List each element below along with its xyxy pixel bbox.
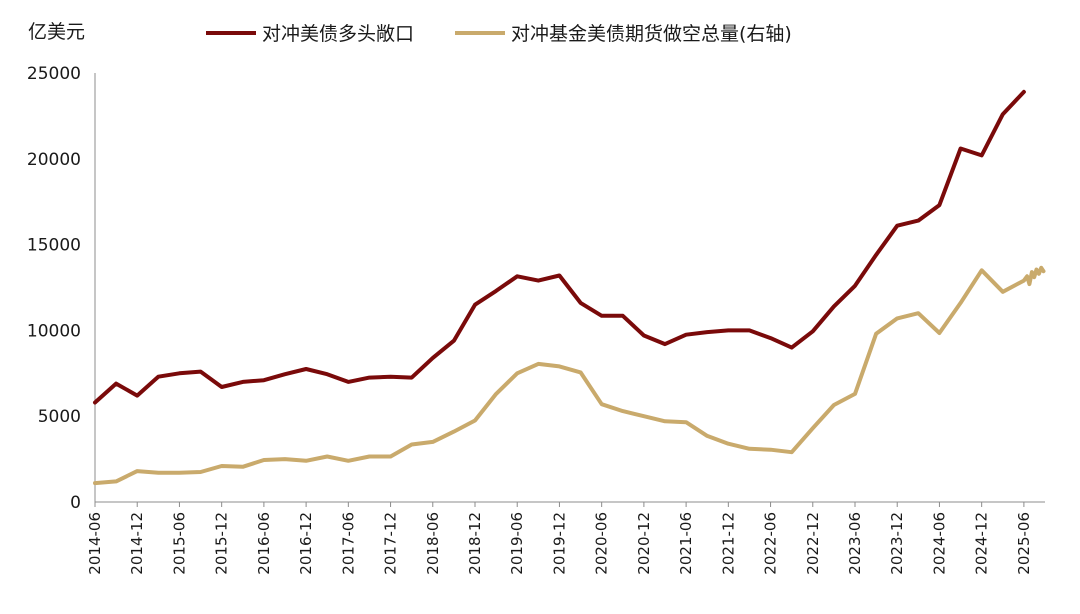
legend: 对冲美债多头敞口 对冲基金美债期货做空总量(右轴) <box>206 23 792 45</box>
series-line-2 <box>93 265 1046 486</box>
legend-label-2: 对冲基金美债期货做空总量(右轴) <box>511 23 792 45</box>
x-tick-label: 2019-12 <box>550 512 568 575</box>
x-tick-label: 2021-06 <box>677 512 695 575</box>
x-tick-label: 2024-06 <box>930 512 948 575</box>
x-tick-label: 2016-06 <box>255 512 273 575</box>
x-tick-label: 2019-06 <box>508 512 526 575</box>
x-tick-label: 2018-06 <box>424 512 442 575</box>
y-axis-unit-label: 亿美元 <box>28 21 85 43</box>
x-tick-label: 2022-12 <box>804 512 822 575</box>
x-tick-label: 2015-06 <box>170 512 188 575</box>
x-tick-label: 2022-06 <box>762 512 780 575</box>
series-lines <box>93 89 1046 486</box>
x-tick-label: 2023-06 <box>846 512 864 575</box>
x-tick-label: 2014-12 <box>128 512 146 575</box>
x-tick-label: 2023-12 <box>888 512 906 575</box>
x-tick-label: 2021-12 <box>719 512 737 575</box>
x-tick-label: 2018-12 <box>466 512 484 575</box>
x-tick-label: 2024-12 <box>973 512 991 575</box>
x-tick-label: 2017-12 <box>382 512 400 575</box>
y-axis-ticks: 0 5000 10000 15000 20000 25000 <box>27 64 81 513</box>
legend-label-1: 对冲美债多头敞口 <box>262 23 414 45</box>
x-tick-label: 2014-06 <box>86 512 104 575</box>
y-tick-label: 20000 <box>27 150 81 170</box>
y-tick-label: 0 <box>70 493 81 513</box>
x-axis-ticks: 2014-06 2014-12 2015-06 2015-12 2016-06 2016-… <box>86 502 1033 575</box>
y-tick-label: 10000 <box>27 321 81 341</box>
series-line-1 <box>93 89 1026 405</box>
y-tick-label: 25000 <box>27 64 81 84</box>
x-tick-label: 2020-06 <box>593 512 611 575</box>
y-tick-label: 15000 <box>27 236 81 256</box>
y-tick-label: 5000 <box>38 407 81 427</box>
x-tick-label: 2016-12 <box>297 512 315 575</box>
x-tick-label: 2025-06 <box>1015 512 1033 575</box>
x-tick-label: 2017-06 <box>339 512 357 575</box>
x-tick-label: 2015-12 <box>213 512 231 575</box>
x-tick-label: 2020-12 <box>635 512 653 575</box>
